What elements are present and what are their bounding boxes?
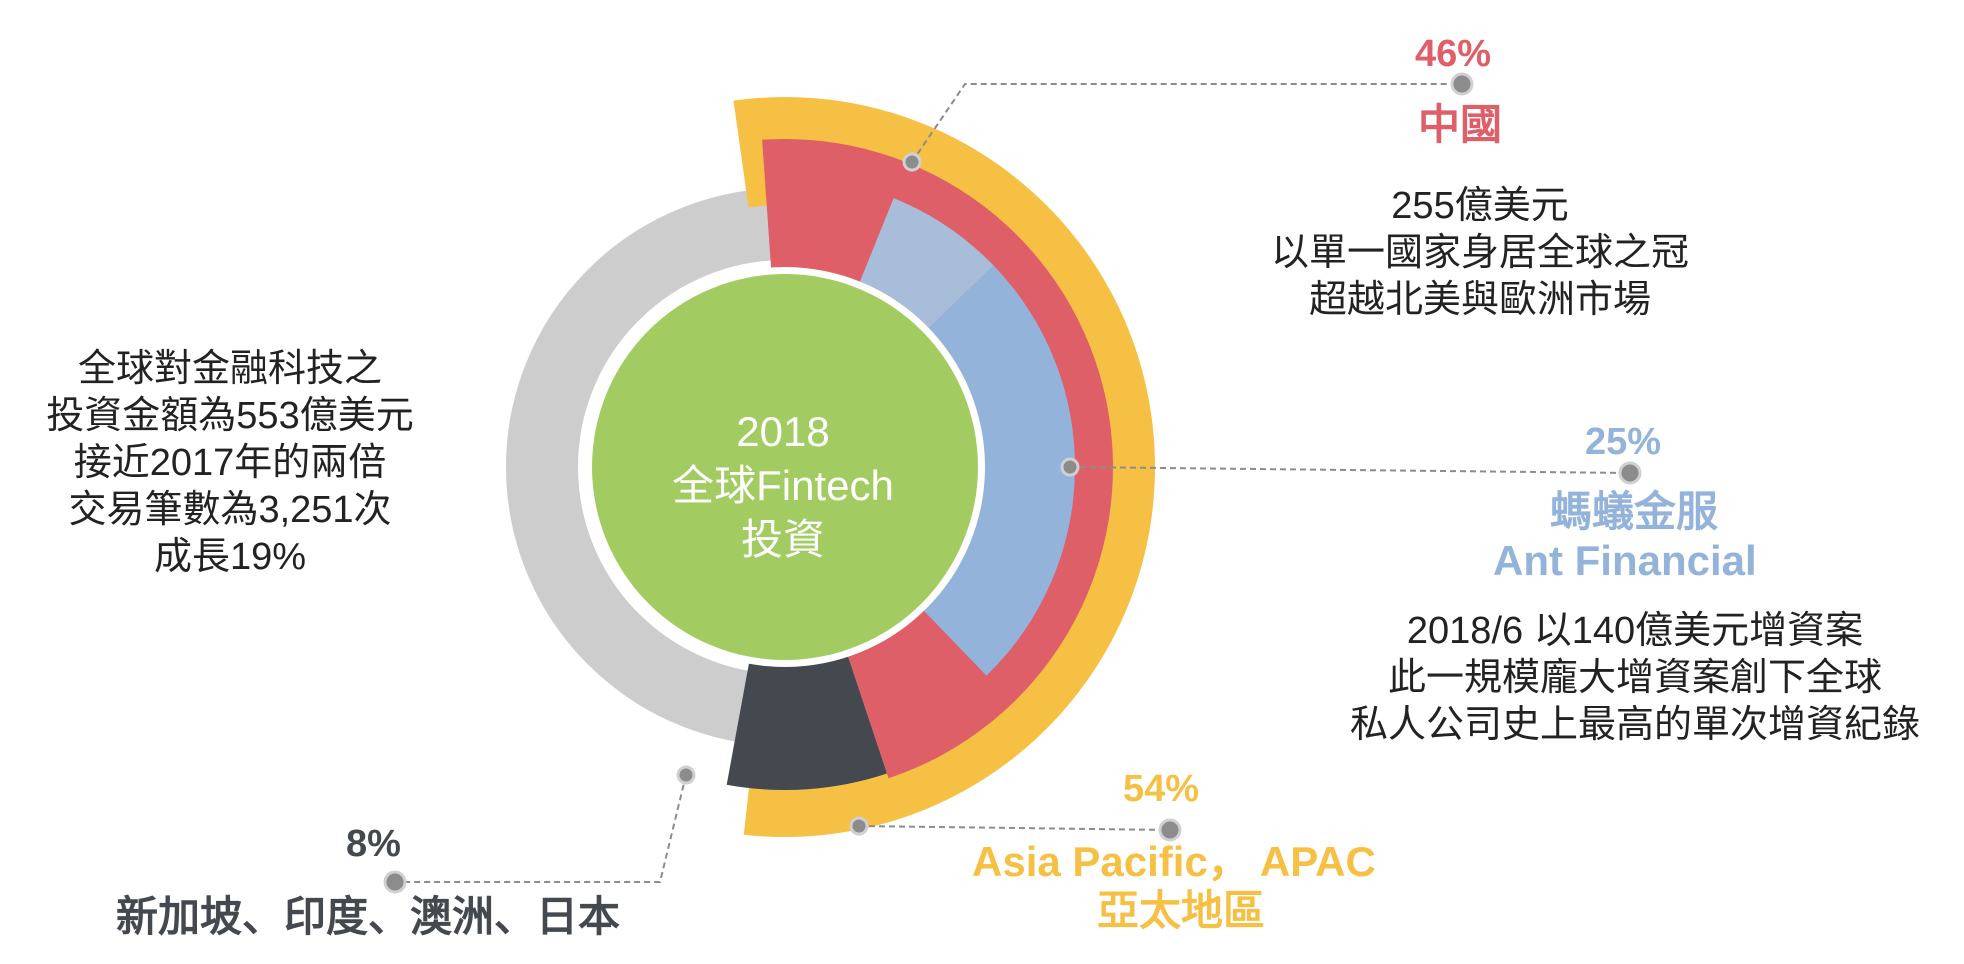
- others-leader-line: [395, 774, 687, 883]
- center-subtitle: 投資: [740, 515, 825, 563]
- center-label: 2018 全球Fintech 投資: [583, 405, 983, 566]
- apac-name-en: Asia Pacific， APAC: [972, 838, 1376, 885]
- china-note-line-1: 255億美元: [1391, 185, 1569, 227]
- ant-leader-dot-inner: [1060, 457, 1080, 477]
- china-note: 255億美元 以單一國家身居全球之冠 超越北美與歐洲市場: [1230, 183, 1730, 324]
- ant-percent: 25%: [1585, 421, 1662, 463]
- ant-name-en: Ant Financial: [1493, 537, 1757, 584]
- center-circle: [592, 274, 978, 660]
- china-note-line-2: 以單一國家身居全球之冠: [1270, 232, 1689, 275]
- others-percent: 8%: [346, 823, 401, 865]
- center-year: 2018: [736, 408, 830, 455]
- china-leader-dot-inner: [902, 152, 922, 172]
- apac-percent: 54%: [1123, 768, 1200, 810]
- china-leader-dot-outer: [1450, 72, 1474, 96]
- global-note-line-5: 成長19%: [153, 536, 307, 579]
- global-note-line-4: 交易筆數為3,251次: [68, 489, 392, 532]
- ant-leader-dot-outer: [1618, 461, 1642, 485]
- ant-leader-line: [1069, 466, 1631, 474]
- apac-leader-dot-outer: [1158, 818, 1182, 842]
- china-note-line-3: 超越北美與歐洲市場: [1308, 279, 1651, 322]
- ant-note-line-1: 2018/6 以140億美元增資案: [1406, 610, 1864, 652]
- others-name: 新加坡、印度、澳洲、日本: [116, 893, 621, 940]
- others-slice: [726, 628, 887, 790]
- ant-name-zh: 螞蟻金服: [1550, 488, 1719, 535]
- ant-note: 2018/6 以140億美元增資案 此一規模龐大增資案創下全球 私人公司史上最高…: [1325, 608, 1945, 749]
- global-investment-note: 全球對金融科技之 投資金額為553億美元 接近2017年的兩倍 交易筆數為3,2…: [30, 346, 430, 582]
- global-note-line-2: 投資金額為553億美元: [46, 395, 414, 438]
- china-percent: 46%: [1415, 33, 1492, 75]
- global-note-line-1: 全球對金融科技之: [77, 348, 382, 390]
- apac-name-zh: 亞太地區: [1097, 887, 1266, 934]
- center-title: 全球Fintech: [672, 461, 894, 509]
- others-leader-dot-outer: [383, 870, 407, 894]
- ant-note-line-3: 私人公司史上最高的單次增資紀錄: [1349, 704, 1920, 747]
- china-leader-line: [911, 83, 1462, 163]
- global-note-line-3: 接近2017年的兩倍: [73, 442, 387, 485]
- ant-note-line-2: 此一規模龐大增資案創下全球: [1387, 657, 1882, 700]
- apac-leader-line: [858, 825, 1171, 831]
- others-leader-dot-inner: [676, 765, 696, 785]
- apac-leader-dot-inner: [849, 816, 869, 836]
- china-name: 中國: [1418, 101, 1503, 148]
